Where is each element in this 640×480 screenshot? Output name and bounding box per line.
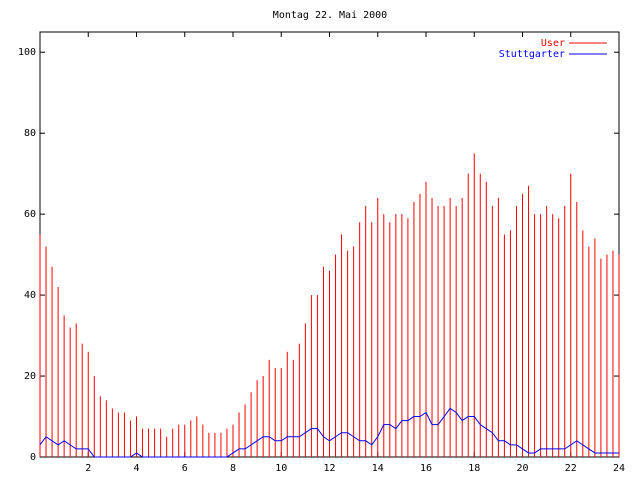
x-tick-label: 6 — [182, 463, 188, 474]
x-tick-label: 12 — [323, 463, 335, 474]
x-tick-label: 10 — [275, 463, 287, 474]
y-tick-label: 100 — [18, 47, 36, 58]
y-tick-label: 20 — [24, 371, 36, 382]
x-tick-label: 4 — [133, 463, 139, 474]
x-tick-label: 14 — [372, 463, 384, 474]
line — [39, 407, 619, 458]
x-tick-label: 20 — [516, 463, 528, 474]
legend-label: User — [541, 38, 565, 49]
x-tick-label: 2 — [85, 463, 91, 474]
chart-title: Montag 22. Mai 2000 — [273, 10, 387, 21]
x-tick-label: 8 — [230, 463, 236, 474]
y-tick-label: 80 — [24, 128, 36, 139]
legend-label: Stuttgarter — [499, 49, 565, 60]
x-tick-label: 18 — [468, 463, 480, 474]
y-tick-label: 0 — [30, 452, 36, 463]
y-tick-label: 40 — [24, 290, 36, 301]
x-tick-label: 22 — [565, 463, 577, 474]
y-tick-label: 60 — [24, 209, 36, 220]
x-tick-label: 16 — [420, 463, 432, 474]
x-tick-label: 24 — [613, 463, 625, 474]
